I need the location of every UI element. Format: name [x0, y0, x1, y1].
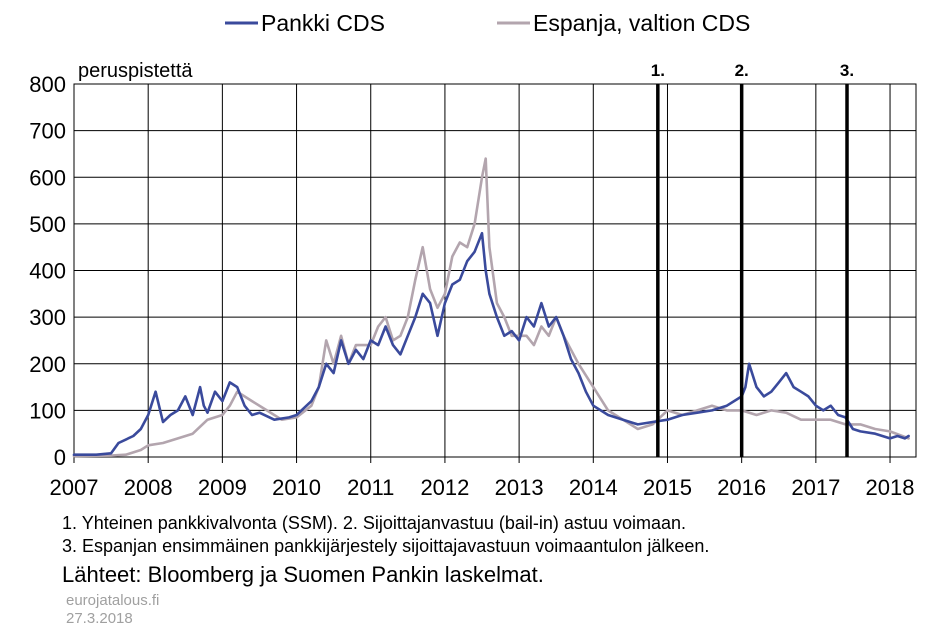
y-tick-label: 200 [29, 352, 66, 377]
series-line-1 [72, 157, 910, 458]
x-tick-label: 2018 [866, 475, 915, 500]
annotation-label-3: 3. [840, 61, 854, 80]
x-tick-label: 2009 [198, 475, 247, 500]
publish-date: 27.3.2018 [66, 610, 133, 627]
footnote-line-1: 1. Yhteinen pankkivalvonta (SSM). 2. Sij… [62, 513, 686, 533]
y-tick-label: 800 [29, 72, 66, 97]
x-tick-label: 2011 [347, 475, 394, 500]
legend-label-0: Pankki CDS [261, 10, 385, 36]
grid [73, 83, 917, 463]
legend: Pankki CDS Espanja, valtion CDS [225, 10, 750, 36]
y-tick-label: 600 [29, 165, 66, 190]
y-tick-label: 700 [29, 119, 66, 144]
y-axis: 0 100 200 300 400 500 600 700 800 [29, 72, 66, 470]
x-tick-label: 2012 [420, 475, 469, 500]
series-lines [72, 157, 910, 458]
footnotes: 1. Yhteinen pankkivalvonta (SSM). 2. Sij… [62, 512, 709, 558]
y-tick-label: 0 [54, 445, 66, 470]
y-axis-label: peruspistettä [78, 60, 193, 82]
annotation-label-2: 2. [735, 61, 749, 80]
x-tick-label: 2007 [50, 475, 99, 500]
site-name: eurojatalous.fi [66, 592, 160, 609]
footnote-line-2: 3. Espanjan ensimmäinen pankkijärjestely… [62, 536, 710, 556]
x-tick-label: 2010 [272, 475, 321, 500]
y-tick-label: 400 [29, 259, 66, 284]
x-tick-label: 2017 [791, 475, 840, 500]
y-tick-label: 300 [29, 305, 66, 330]
x-axis: 2007 2008 2009 2010 2011 2012 2013 2014 2015 2016… [50, 475, 915, 500]
x-tick-label: 2014 [569, 475, 618, 500]
x-tick-label: 2016 [717, 475, 766, 500]
legend-label-1: Espanja, valtion CDS [533, 10, 750, 36]
annotations: 1. 2. 3. [651, 61, 854, 457]
series-line-0 [72, 231, 910, 457]
site-info: eurojatalous.fi 27.3.2018 [66, 592, 159, 628]
y-tick-label: 500 [29, 212, 66, 237]
source-text: Lähteet: Bloomberg ja Suomen Pankin lask… [62, 562, 544, 587]
y-tick-label: 100 [29, 398, 66, 423]
x-tick-label: 2013 [495, 475, 544, 500]
annotation-label-1: 1. [651, 61, 665, 80]
x-tick-label: 2015 [643, 475, 692, 500]
x-tick-label: 2008 [124, 475, 173, 500]
